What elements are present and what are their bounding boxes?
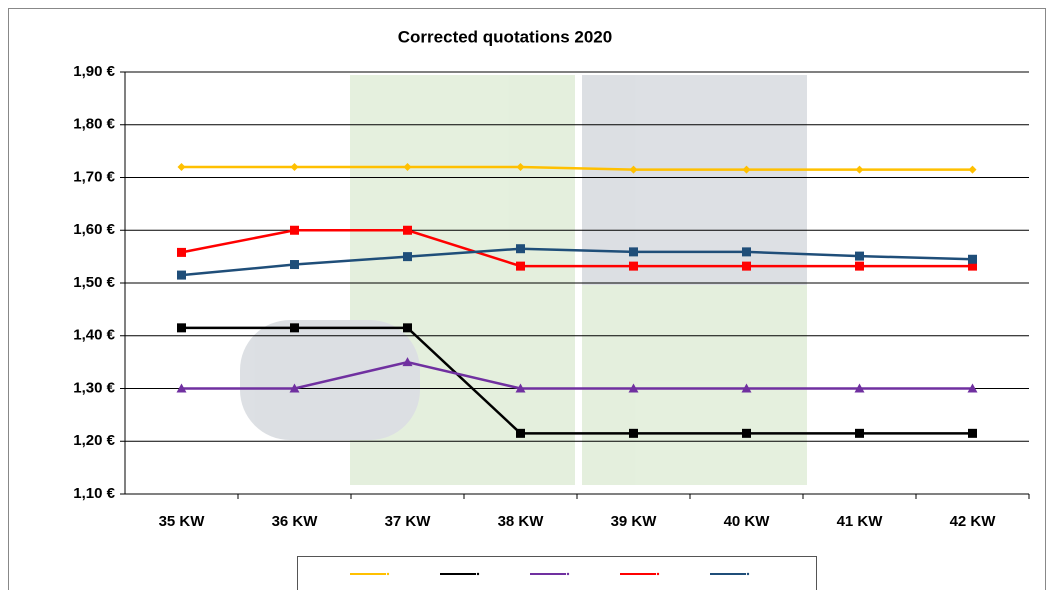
marker [177,271,186,280]
y-tick-label: 1,90 € [73,63,115,80]
y-tick-label: 1,30 € [73,379,115,396]
x-tick-label: 38 KW [498,513,545,530]
marker [742,429,751,438]
x-tick-label: 37 KW [385,513,432,530]
chart: Corrected quotations 2020 1,10 € 1,20 € 1,… [0,0,1054,590]
x-tick-label: 41 KW [837,513,884,530]
legend-dot [567,573,569,575]
marker [403,226,412,235]
marker [290,226,299,235]
marker [855,252,864,261]
marker [629,429,638,438]
marker [629,247,638,256]
marker [629,262,638,271]
y-tick-label: 1,10 € [73,485,115,502]
marker [516,429,525,438]
marker [855,429,864,438]
marker [516,262,525,271]
x-tick-label: 39 KW [611,513,658,530]
y-tick-label: 1,50 € [73,274,115,291]
marker [177,323,186,332]
x-tick-label: 42 KW [950,513,997,530]
legend-dot [477,573,479,575]
marker [403,252,412,261]
y-tick-label: 1,80 € [73,116,115,133]
chart-title: Corrected quotations 2020 [398,27,612,46]
marker [290,323,299,332]
y-tick-label: 1,70 € [73,168,115,185]
marker [855,262,864,271]
legend-dot [657,573,659,575]
x-tick-label: 40 KW [724,513,771,530]
legend-dot [747,573,749,575]
x-tick-label: 36 KW [272,513,319,530]
marker [177,248,186,257]
x-tick-label: 35 KW [159,513,206,530]
marker [968,255,977,264]
marker [742,262,751,271]
y-tick-label: 1,40 € [73,327,115,344]
marker [290,260,299,269]
marker [742,247,751,256]
y-tick-label: 1,60 € [73,221,115,238]
marker [403,323,412,332]
marker [968,429,977,438]
y-tick-label: 1,20 € [73,432,115,449]
marker [516,244,525,253]
legend-dot [387,573,389,575]
